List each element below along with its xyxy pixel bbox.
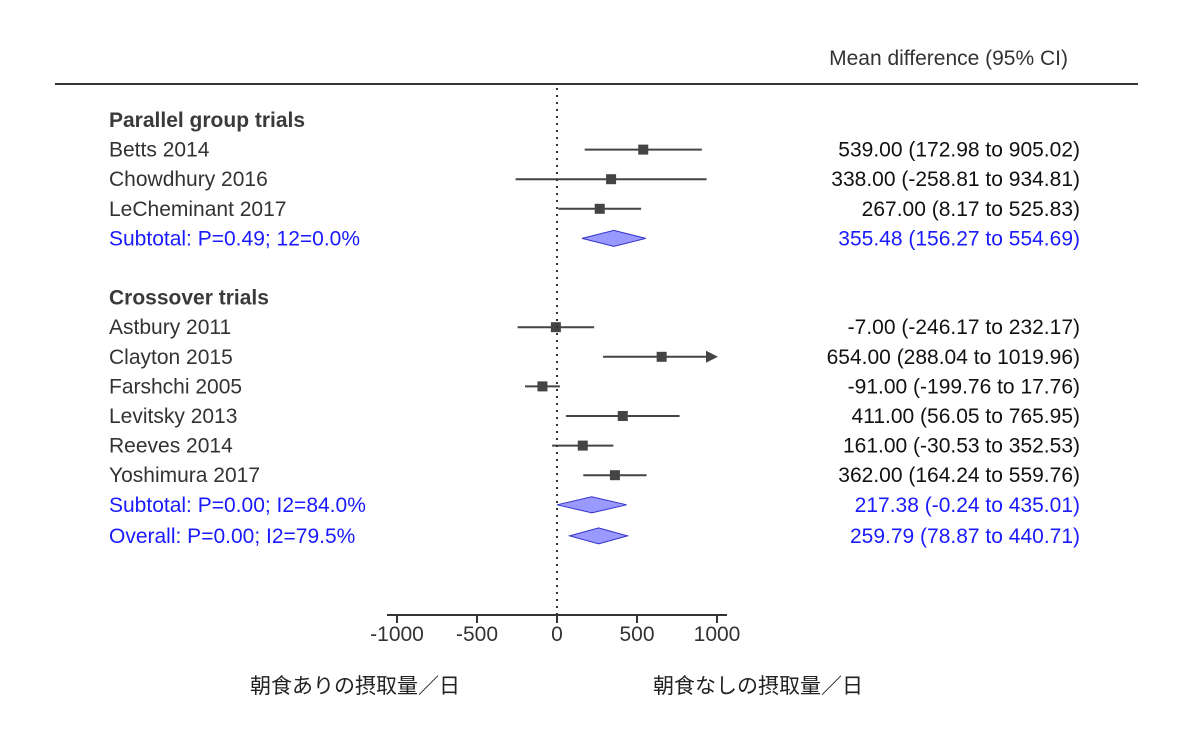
group-title: Parallel group trials bbox=[109, 109, 305, 132]
study-name: Chowdhury 2016 bbox=[109, 168, 268, 191]
study-name: Astbury 2011 bbox=[109, 316, 231, 339]
study-point bbox=[656, 351, 667, 362]
right-direction-label: 朝食なしの摂取量／日 bbox=[653, 675, 863, 698]
study-point bbox=[638, 144, 649, 155]
study-name: Clayton 2015 bbox=[109, 346, 233, 369]
subtotal-label: Subtotal: P=0.00; I2=84.0% bbox=[109, 494, 366, 517]
study-ci-label: -7.00 (-246.17 to 232.17) bbox=[848, 316, 1080, 339]
study-ci-label: 539.00 (172.98 to 905.02) bbox=[838, 139, 1080, 162]
study-ci-label: 338.00 (-258.81 to 934.81) bbox=[831, 168, 1080, 191]
ci-arrow bbox=[706, 350, 718, 363]
forest-rows: Parallel group trials Betts 2014 539.00 (1… bbox=[109, 109, 1080, 548]
study-name: LeCheminant 2017 bbox=[109, 198, 286, 221]
study-name: Levitsky 2013 bbox=[109, 405, 237, 428]
group-title: Crossover trials bbox=[109, 287, 269, 310]
study-ci-label: -91.00 (-199.76 to 17.76) bbox=[848, 375, 1080, 398]
subtotal-label: Subtotal: P=0.49; 12=0.0% bbox=[109, 227, 360, 250]
column-header: Mean difference (95% CI) bbox=[829, 47, 1068, 70]
axis-tick-label: -1000 bbox=[370, 623, 424, 646]
study-ci-label: 362.00 (164.24 to 559.76) bbox=[838, 464, 1080, 487]
subtotal-diamond bbox=[581, 229, 646, 247]
study-point bbox=[617, 411, 628, 421]
axis-tick-label: 500 bbox=[619, 623, 654, 646]
study-point bbox=[594, 203, 605, 214]
study-ci-label: 654.00 (288.04 to 1019.96) bbox=[827, 346, 1080, 369]
overall-diamond bbox=[567, 527, 630, 545]
study-point bbox=[550, 322, 561, 333]
study-name: Reeves 2014 bbox=[109, 435, 233, 458]
study-ci-label: 411.00 (56.05 to 765.95) bbox=[852, 405, 1080, 428]
left-direction-label: 朝食ありの摂取量／日 bbox=[250, 675, 460, 698]
study-name: Farshchi 2005 bbox=[109, 375, 242, 398]
study-ci-label: 161.00 (-30.53 to 352.53) bbox=[843, 435, 1080, 458]
study-point bbox=[537, 381, 548, 392]
axis-tick-label: 1000 bbox=[694, 623, 741, 646]
subtotal-ci-label: 217.38 (-0.24 to 435.01) bbox=[855, 494, 1080, 517]
overall-label: Overall: P=0.00; I2=79.5% bbox=[109, 525, 355, 548]
study-point bbox=[606, 174, 617, 185]
study-point bbox=[609, 470, 620, 481]
overall-ci-label: 259.79 (78.87 to 440.71) bbox=[850, 525, 1080, 548]
study-name: Betts 2014 bbox=[109, 139, 210, 162]
subtotal-ci-label: 355.48 (156.27 to 554.69) bbox=[838, 227, 1080, 250]
study-name: Yoshimura 2017 bbox=[109, 464, 260, 487]
axis-tick-label: -500 bbox=[456, 623, 498, 646]
x-axis: -1000 -500 0 500 1000 bbox=[370, 88, 740, 646]
subtotal-diamond bbox=[556, 496, 627, 514]
axis-tick-label: 0 bbox=[551, 623, 563, 646]
study-ci-label: 267.00 (8.17 to 525.83) bbox=[862, 198, 1080, 221]
study-point bbox=[577, 440, 588, 451]
